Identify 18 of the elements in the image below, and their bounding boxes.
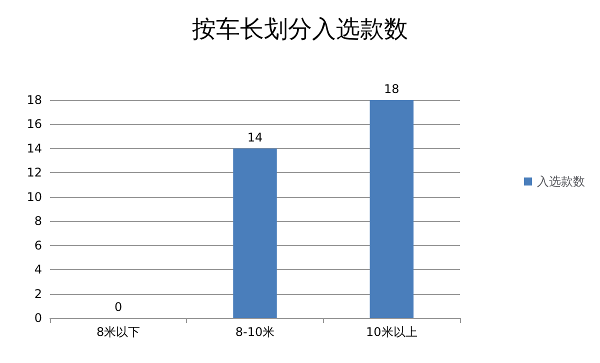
y-tick-label: 8 [34,214,42,228]
data-label: 14 [247,130,263,144]
chart-title: 按车长划分入选款数 [192,15,408,43]
y-tick-label: 6 [34,238,42,252]
y-tick-label: 2 [34,286,42,301]
y-tick-label: 10 [26,190,42,204]
data-label: 0 [114,300,122,314]
y-tick-label: 14 [26,141,42,156]
y-tick-label: 4 [34,262,42,277]
data-label: 18 [384,82,400,96]
x-tick-label: 10米以上 [366,325,418,339]
y-tick-label: 0 [34,311,42,325]
y-tick-label: 18 [26,93,42,107]
legend-label: 入选款数 [537,174,585,188]
x-tick-label: 8-10米 [235,325,275,339]
y-tick-label: 12 [26,166,42,180]
y-tick-label: 16 [26,117,42,132]
x-tick-label: 8米以下 [96,325,140,339]
